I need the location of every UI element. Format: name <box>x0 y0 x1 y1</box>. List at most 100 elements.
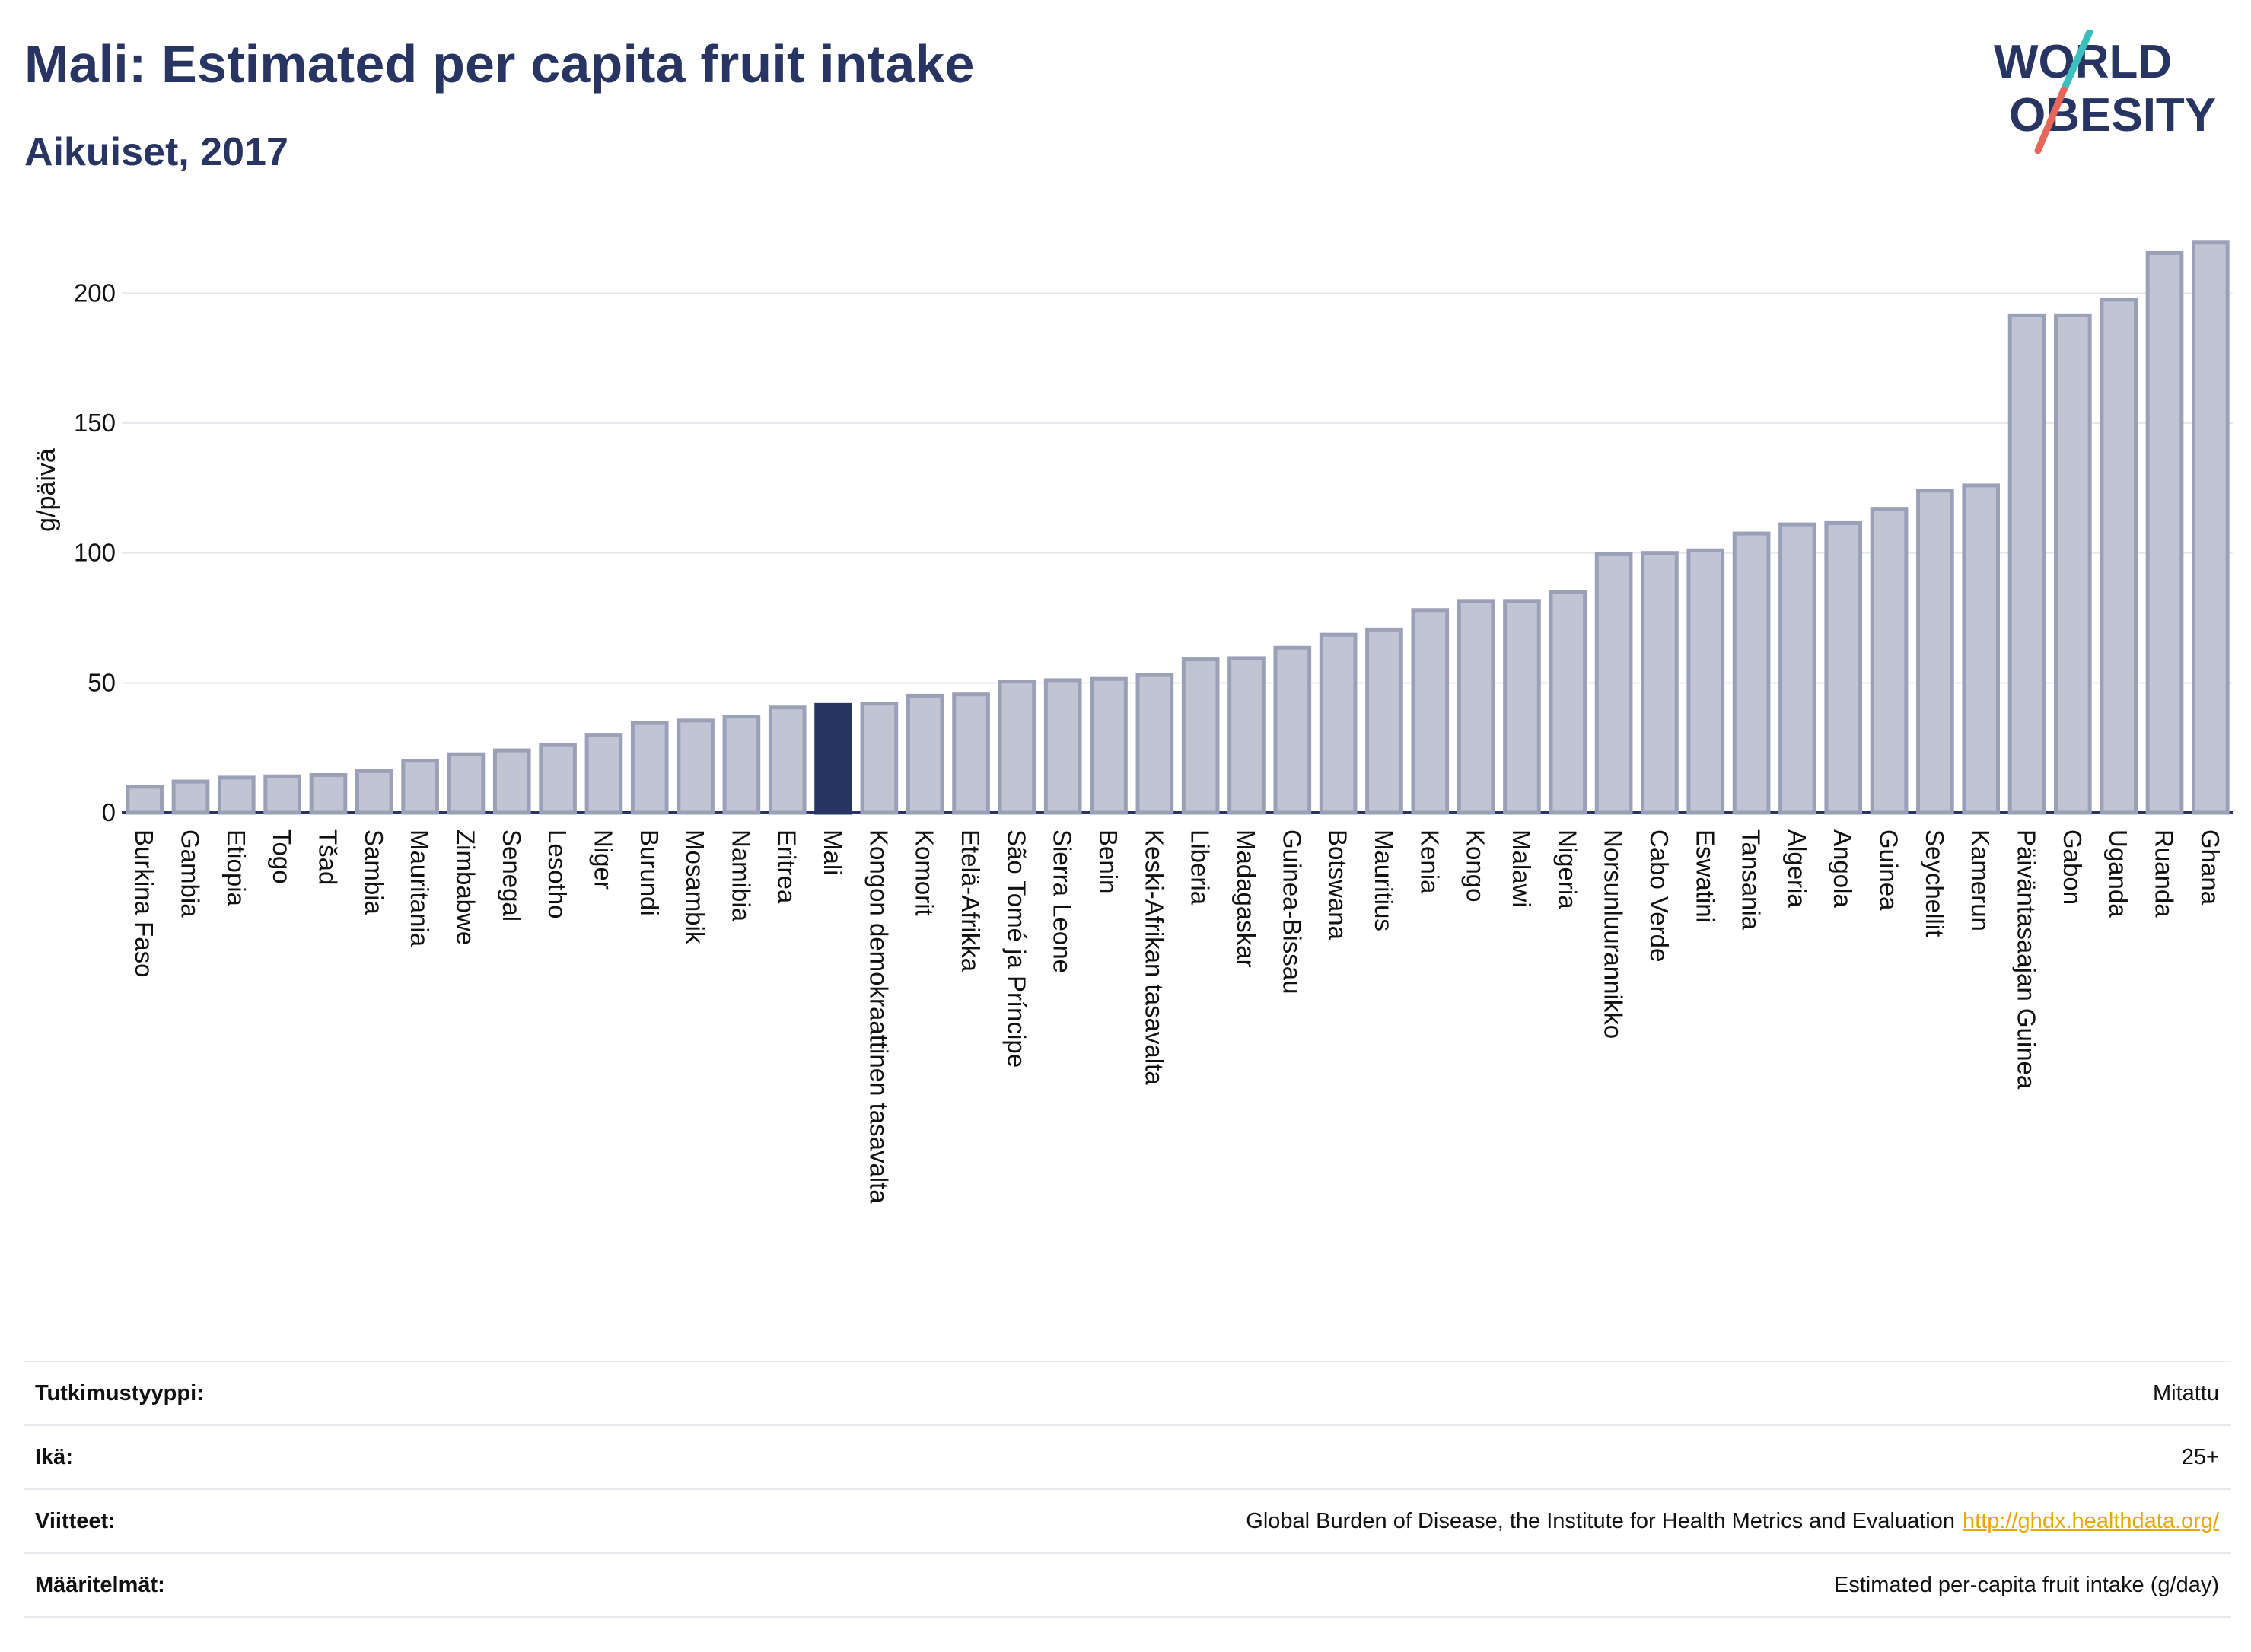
x-tick-label: Uganda <box>2104 829 2132 918</box>
x-tick-label: Liberia <box>1186 829 1215 906</box>
bar[interactable] <box>1641 551 1679 815</box>
bar[interactable] <box>952 692 990 815</box>
x-tick-label: Eswatini <box>1691 829 1719 923</box>
reference-text: Global Burden of Disease, the Institute … <box>1246 1508 1956 1533</box>
x-tick-label: Niger <box>589 829 617 890</box>
bar[interactable] <box>126 785 164 815</box>
x-tick-label: Päiväntasaajan Guinea <box>2013 829 2041 1090</box>
bar[interactable] <box>1043 678 1082 815</box>
x-tick-label: Senegal <box>498 829 526 921</box>
bar[interactable] <box>584 733 623 815</box>
bar[interactable] <box>309 773 348 815</box>
bar[interactable] <box>1962 483 2001 815</box>
info-label: Tutkimustyyppi: <box>35 1380 204 1405</box>
bar[interactable] <box>1732 531 1771 815</box>
bar[interactable] <box>263 774 301 815</box>
bar[interactable] <box>906 693 944 815</box>
x-tick-label: Mauritius <box>1370 829 1398 931</box>
x-tick-label: Guinea-Bissau <box>1278 829 1306 994</box>
y-tick-labels: 0 50 100 150 200 <box>74 279 116 826</box>
bar[interactable] <box>1227 656 1266 815</box>
bar[interactable] <box>1273 645 1312 815</box>
info-value-group: Global Burden of Disease, the Institute … <box>1246 1509 2231 1534</box>
bar[interactable] <box>1181 657 1220 815</box>
reference-link[interactable]: http://ghdx.healthdata.org/ <box>1963 1508 2219 1533</box>
world-obesity-logo[interactable]: WORLD OBESITY <box>1979 30 2230 160</box>
y-tick-label: 50 <box>88 668 116 696</box>
bar[interactable] <box>860 702 899 815</box>
bar[interactable] <box>217 775 256 815</box>
x-tick-label: Sambia <box>360 829 388 915</box>
y-axis-label: g/päivä <box>32 448 61 532</box>
bar[interactable] <box>768 705 807 815</box>
x-tick-label: Norsunluurannikko <box>1600 829 1628 1039</box>
bar[interactable] <box>1549 590 1587 815</box>
bar[interactable] <box>1090 676 1128 815</box>
info-row-age: Ikä: 25+ <box>24 1424 2231 1488</box>
chart-title: Mali: Estimated per capita fruit intake <box>24 34 975 94</box>
x-tick-label: Algeria <box>1783 829 1811 908</box>
bar[interactable] <box>1365 627 1403 815</box>
bar[interactable] <box>2100 298 2138 815</box>
x-tick-label: Guinea <box>1875 829 1903 911</box>
bar[interactable] <box>2192 240 2230 815</box>
x-tick-label: Kongon demokraattinen tasavalta <box>864 829 893 1204</box>
bar[interactable] <box>677 718 715 815</box>
bar[interactable] <box>1870 507 1909 815</box>
info-value: Mitattu <box>2152 1380 2219 1405</box>
bar[interactable] <box>401 759 439 815</box>
x-tick-label: Botswana <box>1324 829 1352 941</box>
x-tick-label: Sierra Leone <box>1049 829 1077 973</box>
bar[interactable] <box>1686 548 1725 815</box>
bar[interactable] <box>2054 313 2092 815</box>
bar[interactable] <box>1411 608 1450 815</box>
x-tick-label: Madagaskar <box>1232 829 1260 968</box>
x-tick-label: Keski-Afrikan tasavalta <box>1140 829 1168 1085</box>
x-tick-label: Namibia <box>727 829 755 922</box>
bar[interactable] <box>1135 673 1174 815</box>
x-tick-label: Lesotho <box>543 829 572 918</box>
info-table: Tutkimustyyppi: Mitattu Ikä: 25+ Viittee… <box>24 1361 2231 1618</box>
bar[interactable] <box>2145 250 2184 815</box>
x-tick-label: Burundi <box>635 829 664 916</box>
chart-subtitle: Aikuiset, 2017 <box>24 130 288 174</box>
bar[interactable] <box>171 779 210 815</box>
info-value: Estimated per-capita fruit intake (g/day… <box>1833 1572 2219 1597</box>
bar[interactable] <box>1778 522 1816 815</box>
x-tick-label: Mali <box>819 829 847 876</box>
logo-slash-red <box>2034 86 2068 154</box>
bar[interactable] <box>1594 552 1633 815</box>
x-tick-label: Tšad <box>314 829 342 885</box>
bar[interactable] <box>630 721 669 815</box>
x-tick-label: Cabo Verde <box>1645 829 1673 962</box>
x-tick-label: Zimbabwe <box>451 829 479 945</box>
x-tick-label: Kamerun <box>1966 829 1995 931</box>
bar[interactable] <box>1457 599 1495 815</box>
bar[interactable] <box>1319 632 1358 815</box>
x-tick-label: Eritrea <box>773 829 801 904</box>
bar[interactable] <box>2007 313 2046 815</box>
y-tick-label: 100 <box>74 539 116 567</box>
x-tick-label: Seychellit <box>1921 829 1949 937</box>
logo-slash-teal <box>2060 30 2093 94</box>
x-tick-label: Togo <box>268 829 296 884</box>
bar-highlighted[interactable] <box>814 702 852 815</box>
x-tick-label: Malawi <box>1508 829 1536 908</box>
bar[interactable] <box>355 769 393 815</box>
y-tick-label: 200 <box>74 279 116 307</box>
bar[interactable] <box>722 715 761 815</box>
x-tick-label: Ghana <box>2196 829 2224 906</box>
bar[interactable] <box>539 743 577 815</box>
bar[interactable] <box>447 752 486 815</box>
bar[interactable] <box>1824 520 1863 815</box>
x-tick-label: Kenia <box>1415 829 1444 894</box>
bar[interactable] <box>492 748 531 815</box>
x-tick-label: São Tomé ja Príncipe <box>1002 829 1030 1068</box>
x-tick-label: Mosambik <box>681 829 709 944</box>
bar[interactable] <box>1916 489 1954 815</box>
x-tick-label: Angola <box>1829 829 1857 908</box>
bar[interactable] <box>1503 599 1541 815</box>
bar[interactable] <box>998 680 1036 815</box>
info-row-study-type: Tutkimustyyppi: Mitattu <box>24 1361 2231 1424</box>
y-tick-label: 150 <box>74 409 116 437</box>
